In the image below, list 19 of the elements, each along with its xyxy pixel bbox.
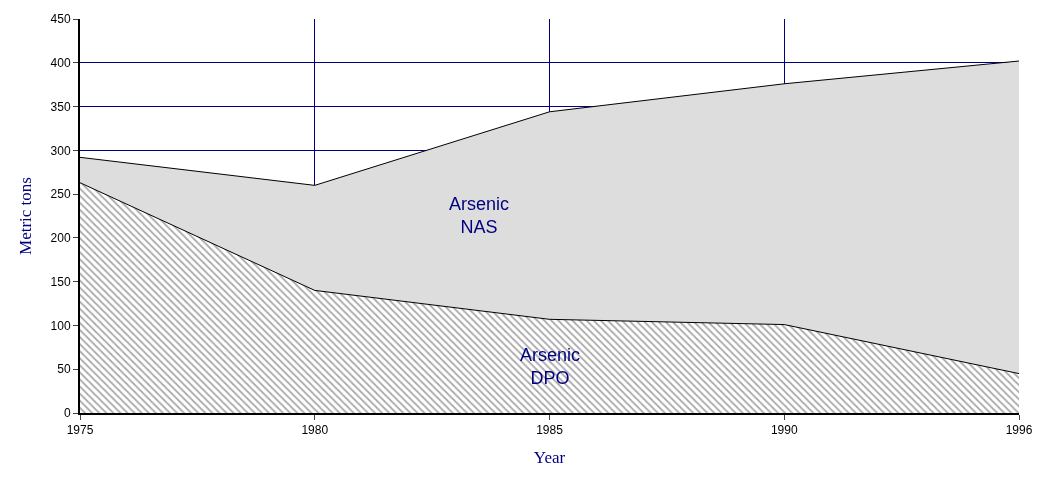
y-axis-title: Metric tons xyxy=(15,177,35,255)
x-tick-label: 1990 xyxy=(770,423,798,438)
y-tick-label: 300 xyxy=(50,143,71,158)
y-tick-label: 400 xyxy=(50,55,71,70)
y-tick-label: 250 xyxy=(50,187,71,202)
series-label: Arsenic NAS xyxy=(449,194,510,238)
x-tick-label: 1975 xyxy=(66,423,94,438)
y-tick-label: 150 xyxy=(50,274,71,289)
x-axis-title: Year xyxy=(533,448,566,468)
y-tick-label: 50 xyxy=(57,362,71,377)
y-tick-label: 350 xyxy=(50,99,71,114)
series-label: Arsenic DPO xyxy=(520,345,581,389)
x-tick-label: 1996 xyxy=(1005,423,1033,438)
y-tick-label: 450 xyxy=(50,12,71,27)
y-tick-label: 200 xyxy=(50,231,71,246)
y-tick-label: 0 xyxy=(63,406,71,421)
x-tick-label: 1980 xyxy=(301,423,329,438)
x-tick-label: 1985 xyxy=(536,423,564,438)
y-tick-label: 100 xyxy=(50,318,71,333)
